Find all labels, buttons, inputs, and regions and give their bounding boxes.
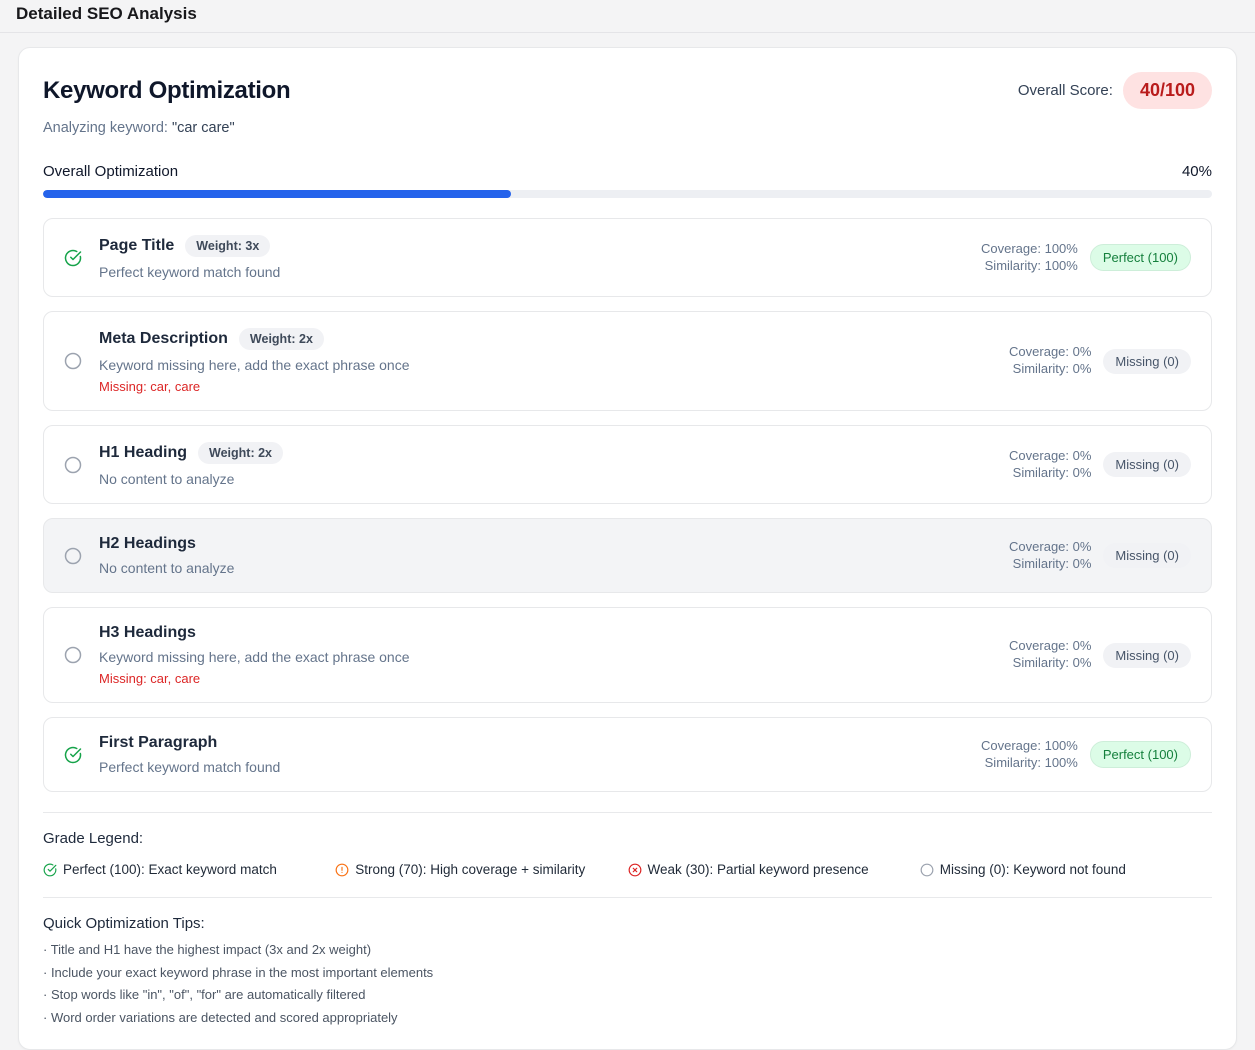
weight-badge: Weight: 3x [185,235,271,257]
overall-score-badge: 40/100 [1122,72,1212,109]
tip-item: · Include your exact keyword phrase in t… [43,964,434,980]
card-header: Keyword Optimization Overall Score: 40/1… [43,72,1212,109]
row-content: H3 Headings Keyword missing here, add th… [99,624,992,686]
divider [43,897,1212,898]
row-status: No content to analyze [99,471,235,487]
card-title: Keyword Optimization [43,76,291,104]
circle-icon [920,863,934,876]
circle-icon [64,547,82,564]
circle-icon [64,352,82,370]
row-title: Meta Description [99,330,228,347]
similarity-value: Similarity: 0% [1012,655,1092,670]
divider [43,812,1212,813]
row-metrics: Coverage: 100% Similarity: 100% [981,241,1078,275]
row-title: H3 Headings [99,624,196,641]
analyzing-keyword-line: Analyzing keyword: "car care" [43,120,1212,136]
row-meta-description[interactable]: Meta Description Weight: 2x Keyword miss… [43,311,1212,411]
similarity-value: Similarity: 0% [1012,361,1092,376]
row-status: Perfect keyword match found [99,264,281,280]
row-title: H2 Headings [99,535,196,552]
coverage-value: Coverage: 100% [981,240,1078,256]
similarity-value: Similarity: 100% [984,257,1078,273]
row-metrics: Coverage: 0% Similarity: 0% [1009,539,1091,573]
row-status: No content to analyze [99,560,235,576]
missing-keywords: Missing: car, care [99,671,201,686]
circle-icon [64,646,82,664]
row-status: Keyword missing here, add the exact phra… [99,649,410,665]
grade-badge: Missing (0) [1103,543,1191,568]
legend-label: Perfect (100): Exact keyword match [63,862,277,877]
row-content: First Paragraph Perfect keyword match fo… [99,734,964,775]
row-title: H1 Heading [99,444,188,461]
row-metrics: Coverage: 0% Similarity: 0% [1009,638,1091,672]
weight-badge: Weight: 2x [198,442,283,464]
row-h3-headings[interactable]: H3 Headings Keyword missing here, add th… [43,607,1212,703]
weight-badge: Weight: 2x [238,328,324,350]
row-metrics: Coverage: 0% Similarity: 0% [1009,448,1091,482]
row-title: First Paragraph [99,734,218,751]
grade-legend-title: Grade Legend: [43,830,144,847]
analyzing-label: Analyzing keyword: [43,120,168,136]
legend-label: Strong (70): High coverage + similarity [355,862,586,877]
x-circle-icon [628,863,641,876]
row-status: Keyword missing here, add the exact phra… [99,357,410,373]
coverage-value: Coverage: 0% [1009,447,1092,463]
tip-item: · Title and H1 have the highest impact (… [43,942,372,957]
analyzing-keyword: "car care" [171,120,235,136]
legend-item-perfect: Perfect (100): Exact keyword match [43,862,335,877]
row-h2-headings[interactable]: H2 Headings No content to analyze Covera… [43,518,1212,593]
similarity-value: Similarity: 0% [1012,555,1092,571]
overall-score: Overall Score: 40/100 [1018,72,1212,109]
check-circle-icon [64,746,82,763]
similarity-value: Similarity: 0% [1012,464,1092,480]
row-h1-heading[interactable]: H1 Heading Weight: 2x No content to anal… [43,425,1212,504]
row-content: Page Title Weight: 3x Perfect keyword ma… [99,235,964,280]
grade-badge: Missing (0) [1103,348,1191,374]
progress-fill [43,190,511,198]
coverage-value: Coverage: 0% [1009,638,1092,654]
page-title: Detailed SEO Analysis [16,4,197,23]
row-metrics: Coverage: 100% Similarity: 100% [981,738,1078,772]
keyword-optimization-card: Keyword Optimization Overall Score: 40/1… [18,47,1237,1050]
metric-rows: Page Title Weight: 3x Perfect keyword ma… [43,218,1212,792]
progress-track [43,190,1212,198]
row-page-title[interactable]: Page Title Weight: 3x Perfect keyword ma… [43,218,1212,297]
coverage-value: Coverage: 0% [1009,344,1092,360]
check-circle-icon [43,863,57,876]
row-first-paragraph[interactable]: First Paragraph Perfect keyword match fo… [43,717,1212,792]
legend-item-strong: Strong (70): High coverage + similarity [335,862,627,877]
overall-score-label: Overall Score: [1017,82,1113,99]
tip-item: · Word order variations are detected and… [43,1009,398,1025]
grade-badge: Missing (0) [1103,452,1191,477]
missing-keywords: Missing: car, care [99,379,201,394]
tips-title: Quick Optimization Tips: [43,915,205,932]
progress-value: 40% [1181,163,1212,180]
legend-item-missing: Missing (0): Keyword not found [920,862,1212,877]
row-content: H1 Heading Weight: 2x No content to anal… [99,442,992,487]
page-header: Detailed SEO Analysis [0,0,1255,33]
grade-badge: Perfect (100) [1089,741,1191,768]
circle-icon [64,456,82,473]
alert-circle-icon [335,863,349,876]
tips-list: · Title and H1 have the highest impact (… [43,942,1212,1025]
legend-label: Missing (0): Keyword not found [939,862,1126,877]
legend-item-weak: Weak (30): Partial keyword presence [628,862,920,877]
row-content: Meta Description Weight: 2x Keyword miss… [99,328,992,394]
check-circle-icon [64,249,82,266]
grade-badge: Perfect (100) [1089,244,1191,271]
row-content: H2 Headings No content to analyze [99,535,992,576]
progress-label: Overall Optimization [43,163,179,180]
row-title: Page Title [99,237,175,254]
progress-header: Overall Optimization 40% [43,163,1212,180]
coverage-value: Coverage: 100% [981,737,1078,753]
coverage-value: Coverage: 0% [1009,538,1092,554]
row-status: Perfect keyword match found [99,759,281,775]
row-metrics: Coverage: 0% Similarity: 0% [1009,344,1091,378]
similarity-value: Similarity: 100% [984,754,1078,770]
grade-badge: Missing (0) [1103,642,1191,668]
tip-item: · Stop words like "in", "of", "for" are … [43,987,366,1002]
legend-label: Weak (30): Partial keyword presence [647,862,869,877]
grade-legend: Perfect (100): Exact keyword match Stron… [43,862,1212,877]
